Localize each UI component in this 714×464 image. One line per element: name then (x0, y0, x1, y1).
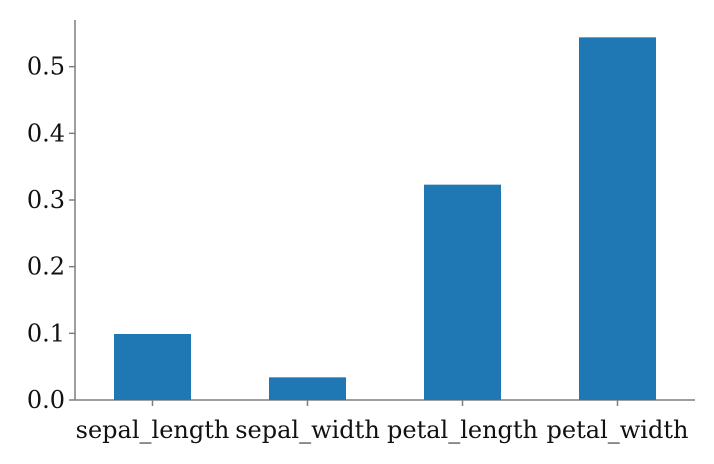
y-tick-label: 0.2 (27, 253, 65, 281)
y-tick-label: 0.4 (27, 119, 65, 147)
x-tick-label: petal_length (387, 416, 538, 444)
x-tick-label: sepal_width (235, 416, 380, 444)
bar-petal-length (424, 184, 501, 400)
bar-sepal-length (114, 334, 191, 400)
y-axis: 0.0 0.1 0.2 0.3 0.4 0.5 (27, 20, 76, 414)
bars (114, 37, 656, 400)
x-tick-label: sepal_length (76, 416, 230, 444)
x-tick-label: petal_width (547, 416, 689, 444)
y-tick-label: 0.1 (27, 319, 65, 347)
y-tick-label: 0.3 (27, 186, 65, 214)
bar-sepal-width (269, 377, 346, 400)
y-tick-label: 0.5 (27, 53, 65, 81)
bar-petal-width (579, 37, 656, 400)
y-tick-label: 0.0 (27, 386, 65, 414)
x-axis: sepal_length sepal_width petal_length petal… (75, 399, 695, 444)
